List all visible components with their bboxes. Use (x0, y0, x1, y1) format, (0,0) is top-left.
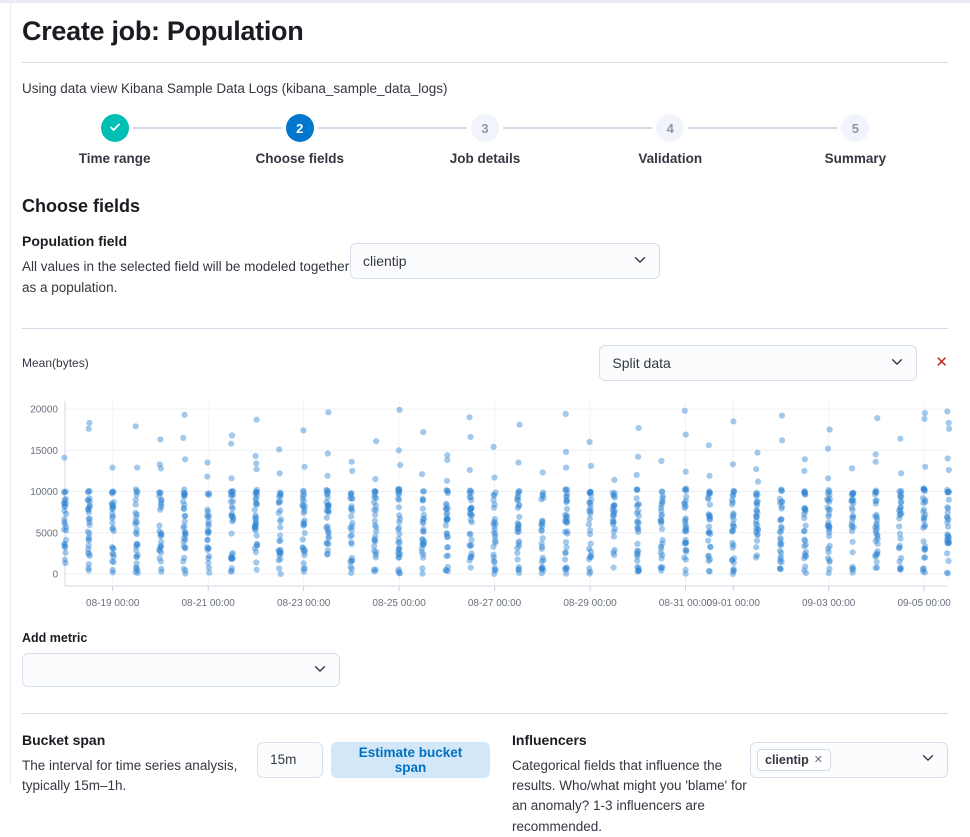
choose-fields-heading: Choose fields (22, 196, 141, 217)
step-label: Choose fields (255, 151, 345, 167)
svg-text:10000: 10000 (30, 487, 58, 498)
influencer-pill: clientip ✕ (757, 748, 831, 771)
step-summary[interactable]: 5 Summary (763, 114, 948, 166)
step-circle-future[interactable]: 4 (656, 114, 685, 143)
svg-text:15000: 15000 (30, 446, 58, 457)
page-title: Create job: Population (22, 16, 304, 46)
wizard-stepper: Time range 2 Choose fields 3 Job details… (22, 114, 948, 178)
step-label: Summary (824, 151, 887, 167)
svg-text:09-03 00:00: 09-03 00:00 (802, 598, 856, 609)
add-metric-select[interactable] (22, 652, 340, 687)
influencers-combo-box[interactable]: clientip ✕ (750, 741, 948, 778)
influencers-heading: Influencers (512, 731, 587, 748)
estimate-bucket-span-button[interactable]: Estimate bucket span (331, 741, 490, 778)
step-validation[interactable]: 4 Validation (578, 114, 763, 166)
svg-text:20000: 20000 (30, 404, 58, 415)
step-circle-future[interactable]: 5 (841, 114, 870, 143)
data-view-subtitle: Using data view Kibana Sample Data Logs … (22, 81, 448, 97)
bucket-span-description: The interval for time series analysis, t… (22, 757, 238, 794)
step-circle-complete[interactable] (100, 114, 129, 143)
svg-text:08-29 00:00: 08-29 00:00 (563, 598, 617, 609)
chevron-down-icon (921, 750, 935, 769)
remove-detector-button[interactable]: ✕ (931, 351, 952, 374)
population-scatter-chart: 0 5000 10000 15000 20000 08-19 00:00 08-21 00:… (30, 400, 953, 609)
population-field-selected-value: clientip (363, 253, 407, 270)
split-data-placeholder: Split data (612, 354, 671, 371)
svg-text:09-01 00:00: 09-01 00:00 (707, 598, 761, 609)
svg-text:08-23 00:00: 08-23 00:00 (277, 598, 331, 609)
step-circle-future[interactable]: 3 (471, 114, 499, 143)
section-divider (22, 327, 948, 329)
step-time-range[interactable]: Time range (22, 114, 207, 166)
metric-label: Mean(bytes) (22, 355, 89, 370)
section-divider (22, 712, 948, 714)
population-field-select[interactable]: clientip (350, 243, 660, 280)
step-label: Validation (638, 151, 703, 167)
split-data-select[interactable]: Split data (599, 344, 918, 381)
svg-text:08-19 00:00: 08-19 00:00 (86, 598, 140, 609)
chevron-down-icon (313, 661, 327, 678)
influencer-pill-label: clientip (765, 752, 809, 767)
step-job-details[interactable]: 3 Job details (392, 114, 577, 166)
svg-text:08-31 00:00: 08-31 00:00 (659, 598, 713, 609)
panel-left-edge (10, 0, 11, 784)
check-icon (108, 120, 122, 137)
step-label: Job details (449, 151, 521, 167)
svg-text:08-25 00:00: 08-25 00:00 (372, 598, 426, 609)
step-label: Time range (78, 151, 151, 167)
svg-text:09-05 00:00: 09-05 00:00 (897, 598, 951, 609)
chevron-down-icon (890, 354, 904, 371)
population-field-heading: Population field (22, 233, 127, 250)
chevron-down-icon (633, 253, 647, 270)
step-circle-active[interactable]: 2 (285, 114, 314, 143)
step-choose-fields[interactable]: 2 Choose fields (207, 114, 392, 166)
bucket-span-input[interactable] (257, 741, 324, 778)
add-metric-label: Add metric (22, 630, 88, 645)
svg-text:08-21 00:00: 08-21 00:00 (181, 598, 235, 609)
svg-text:0: 0 (52, 569, 58, 580)
bucket-span-heading: Bucket span (22, 731, 106, 748)
svg-text:5000: 5000 (36, 528, 59, 539)
remove-influencer-icon[interactable]: ✕ (813, 754, 823, 767)
population-field-description: All values in the selected field will be… (22, 259, 350, 295)
influencers-description: Categorical fields that influence the re… (512, 757, 747, 834)
title-divider (22, 62, 948, 64)
window-top-edge (0, 0, 970, 3)
svg-text:08-27 00:00: 08-27 00:00 (468, 598, 522, 609)
